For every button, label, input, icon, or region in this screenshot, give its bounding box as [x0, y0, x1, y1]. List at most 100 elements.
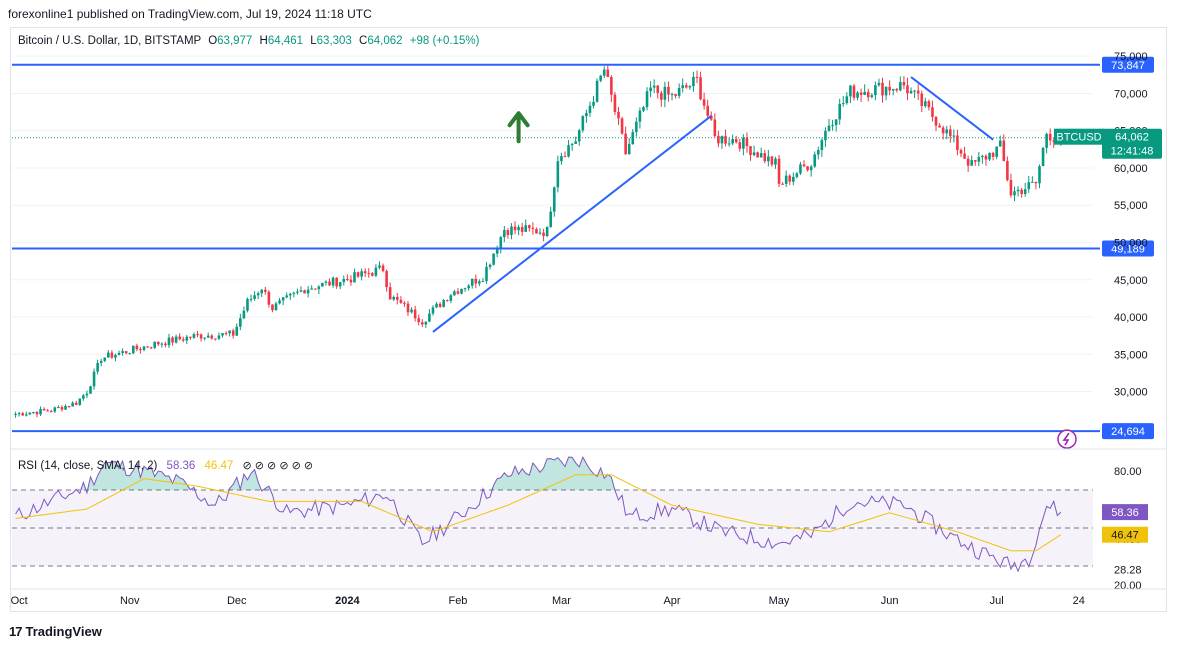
candle-body [1020, 189, 1023, 194]
candle-body [535, 228, 538, 234]
candle-body [920, 93, 924, 107]
candle-body [346, 279, 349, 281]
candle-body [895, 89, 899, 91]
candle-body [734, 139, 738, 143]
candle-body [449, 295, 453, 301]
candle-body [203, 337, 206, 339]
trendline [432, 115, 712, 333]
rsi-value-tag [1102, 504, 1148, 521]
candle-body [224, 333, 228, 335]
candle-body [906, 85, 909, 94]
rsi-axis-label: 20.00 [1114, 580, 1142, 592]
candle-body [135, 345, 139, 350]
time-axis-label: May [769, 595, 790, 607]
candle-body [638, 110, 642, 122]
candle-body [24, 414, 28, 416]
candle-body [1009, 180, 1013, 196]
candle-body [563, 156, 567, 158]
close-value: 64,062 [367, 35, 403, 47]
candle-body [321, 282, 324, 287]
candle-body [988, 152, 991, 160]
candle-body [499, 237, 503, 250]
candle-body [32, 412, 35, 414]
published-by: forexonline1 published on TradingView.co… [8, 7, 372, 21]
candle-body [884, 86, 888, 96]
candle-body [349, 279, 353, 283]
candle-body [688, 86, 692, 88]
time-axis-label: 2024 [335, 595, 360, 607]
candle-body [863, 91, 866, 95]
candle-body [795, 173, 799, 177]
candle-body [888, 86, 891, 91]
symbol-tag-label: BTCUSD [1056, 132, 1101, 144]
candle-body [92, 371, 96, 387]
candle-body [474, 278, 478, 284]
change-value: +98 (+0.15%) [409, 35, 480, 47]
candle-body [78, 398, 82, 405]
hidden-plot-icons[interactable]: ⊘ ⊘ ⊘ ⊘ ⊘ ⊘ [242, 460, 314, 472]
lightning-bolt-glyph [1062, 432, 1070, 446]
candle-body [53, 407, 57, 412]
candle-body [973, 160, 977, 162]
candle-body [759, 153, 763, 158]
candle-body [724, 136, 727, 144]
candle-body [513, 226, 517, 231]
candle-body [1002, 140, 1006, 162]
candle-body [891, 89, 895, 91]
candle-body [1034, 181, 1038, 184]
candle-body [503, 230, 506, 238]
candle-body [656, 85, 660, 93]
candle-body [492, 253, 495, 265]
candle-body [784, 175, 788, 184]
bar-countdown-label: 12:41:48 [1111, 146, 1154, 158]
candle-body [271, 304, 274, 311]
candle-body [467, 285, 470, 289]
candle-body [89, 386, 92, 394]
candle-body [313, 288, 317, 290]
candle-body [328, 281, 331, 286]
candle-body [124, 351, 128, 354]
candle-body [378, 265, 381, 268]
rsi-value-label: 58.36 [1111, 507, 1139, 519]
candle-body [809, 166, 813, 171]
candle-body [35, 412, 39, 415]
candle-body [210, 335, 214, 339]
candle-body [602, 69, 606, 76]
candle-body [196, 334, 199, 336]
candle-body [742, 137, 745, 149]
candle-body [371, 273, 374, 276]
candle-body [998, 140, 1002, 147]
candle-body [941, 127, 945, 134]
candle-body [545, 226, 549, 237]
rsi-legend-value: 58.36 [166, 460, 196, 472]
candle-body [763, 153, 767, 162]
candle-body [60, 407, 64, 410]
candle-body [560, 156, 563, 162]
candle-body [1052, 140, 1056, 142]
candle-body [239, 318, 242, 327]
rsi-ma-value-tag [1102, 526, 1148, 543]
candle-body [1041, 147, 1045, 167]
candle-body [948, 129, 952, 137]
candle-body [342, 279, 346, 283]
candle-body [139, 349, 142, 351]
candle-body [153, 341, 157, 348]
candle-body [74, 402, 78, 405]
candle-body [592, 101, 595, 106]
candle-body [899, 82, 902, 91]
price-axis-label: 40,000 [1114, 312, 1148, 324]
price-axis-label: 60,000 [1114, 163, 1148, 175]
candle-body [1006, 161, 1009, 181]
candle-body [692, 76, 695, 87]
candle-body [599, 75, 602, 81]
candle-body [984, 155, 988, 160]
candle-body [199, 334, 203, 339]
candle-body [824, 130, 827, 141]
candle-body [631, 132, 635, 145]
tradingview-brand[interactable]: 17 TradingView [9, 624, 102, 639]
time-axis-label: 24 [1073, 595, 1085, 607]
candle-body [859, 92, 863, 95]
candle-body [288, 293, 292, 296]
candle-body [570, 143, 574, 146]
